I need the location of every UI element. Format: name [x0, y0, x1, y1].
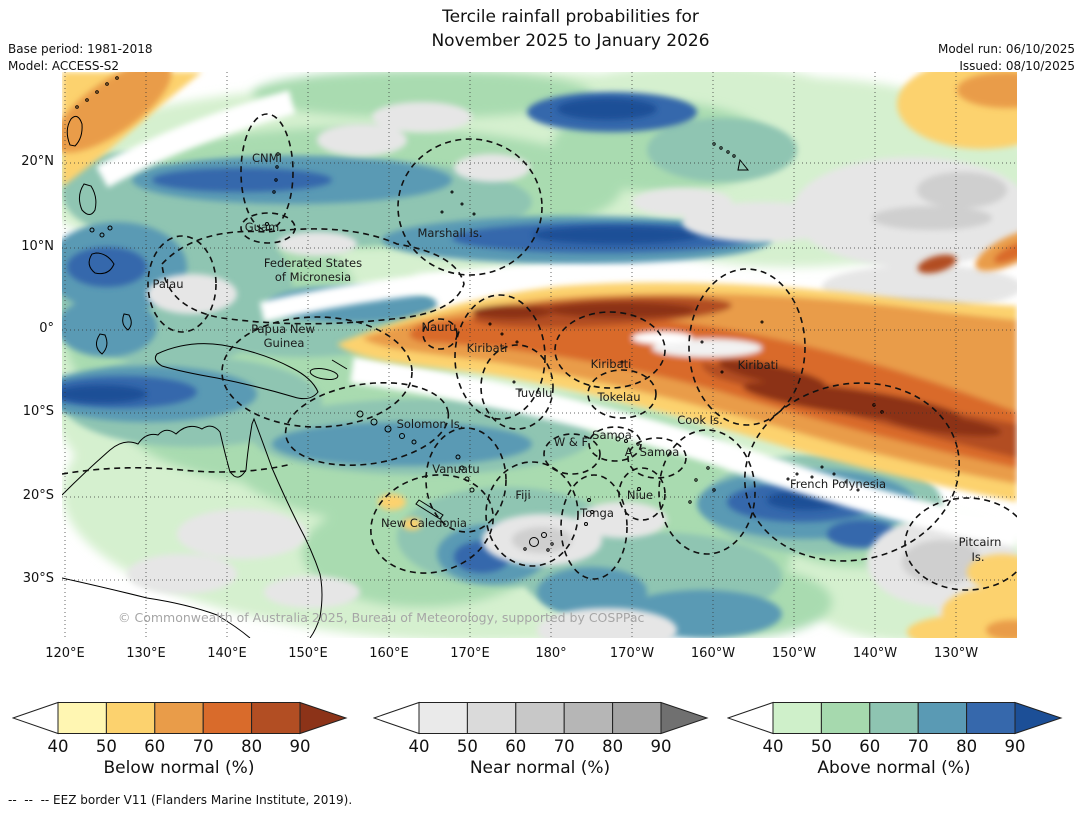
legend-colorbar: [727, 701, 1063, 735]
lon-tick: 150°E: [288, 646, 328, 661]
legend-colorbar: [373, 701, 709, 735]
pacific-probability-map: CNMI Guam Marshall Is. Federated States of M…: [62, 72, 1017, 638]
legend-title: Below normal (%): [103, 758, 255, 778]
lon-tick: 130°E: [126, 646, 166, 661]
lon-tick: 170°W: [609, 646, 655, 661]
coastlines: [62, 76, 884, 638]
legend-tick: 40: [762, 737, 784, 756]
lat-tick: 30°S: [22, 571, 54, 586]
lon-tick: 150°W: [771, 646, 817, 661]
legend-tick: 80: [956, 737, 978, 756]
legend-tick: 60: [505, 737, 527, 756]
model-run-text: Model run: 06/10/2025: [937, 42, 1075, 56]
map-canvas: [62, 72, 1017, 638]
base-period-text: Base period: 1981-2018: [8, 42, 153, 56]
lon-tick: 160°E: [369, 646, 409, 661]
legend-tick: 50: [95, 737, 117, 756]
white-separators: [96, 90, 1017, 547]
title-line2: November 2025 to January 2026: [431, 31, 710, 51]
legend-tick: 80: [602, 737, 624, 756]
legend-tick: 70: [907, 737, 929, 756]
lat-tick: 10°S: [22, 404, 54, 419]
legend-title: Near normal (%): [469, 758, 611, 778]
legend-tick: 70: [553, 737, 575, 756]
lon-tick: 130°W: [933, 646, 979, 661]
lon-tick: 160°W: [690, 646, 736, 661]
lon-tick: 120°E: [45, 646, 85, 661]
legend-title: Above normal (%): [817, 758, 971, 778]
copyright-watermark: © Commonwealth of Australia 2025, Bureau…: [118, 610, 645, 625]
issued-text: Issued: 08/10/2025: [959, 59, 1075, 73]
legend-tick: 90: [289, 737, 311, 756]
legend-tick: 90: [650, 737, 672, 756]
lat-tick: 10°N: [21, 239, 54, 254]
lon-tick: 180°: [535, 646, 567, 661]
legend-tick: 50: [456, 737, 478, 756]
lat-tick: 20°N: [21, 154, 54, 169]
model-text: Model: ACCESS-S2: [8, 59, 120, 73]
lon-tick: 140°E: [207, 646, 247, 661]
eez-note: -- -- -- EEZ border V11 (Flanders Marine…: [8, 793, 353, 807]
title-line1: Tercile rainfall probabilities for: [442, 7, 699, 27]
legend-tick: 40: [47, 737, 69, 756]
legend-tick: 70: [192, 737, 214, 756]
lon-tick: 140°W: [852, 646, 898, 661]
lon-tick: 170°E: [450, 646, 490, 661]
eez-borders: [62, 113, 1017, 591]
legend-tick: 80: [241, 737, 263, 756]
legend-tick: 90: [1004, 737, 1026, 756]
legend-tick: 60: [859, 737, 881, 756]
page-title: Tercile rainfall probabilities for Novem…: [28, 5, 1085, 53]
legend-tick: 60: [144, 737, 166, 756]
lat-tick: 20°S: [22, 488, 54, 503]
legend-tick: 40: [408, 737, 430, 756]
probability-field-dark-blue: [62, 98, 847, 510]
probability-field-orange-band: [62, 72, 1017, 638]
legend-colorbar: [12, 701, 348, 735]
lat-tick: 0°: [39, 321, 54, 336]
legend-tick: 50: [810, 737, 832, 756]
